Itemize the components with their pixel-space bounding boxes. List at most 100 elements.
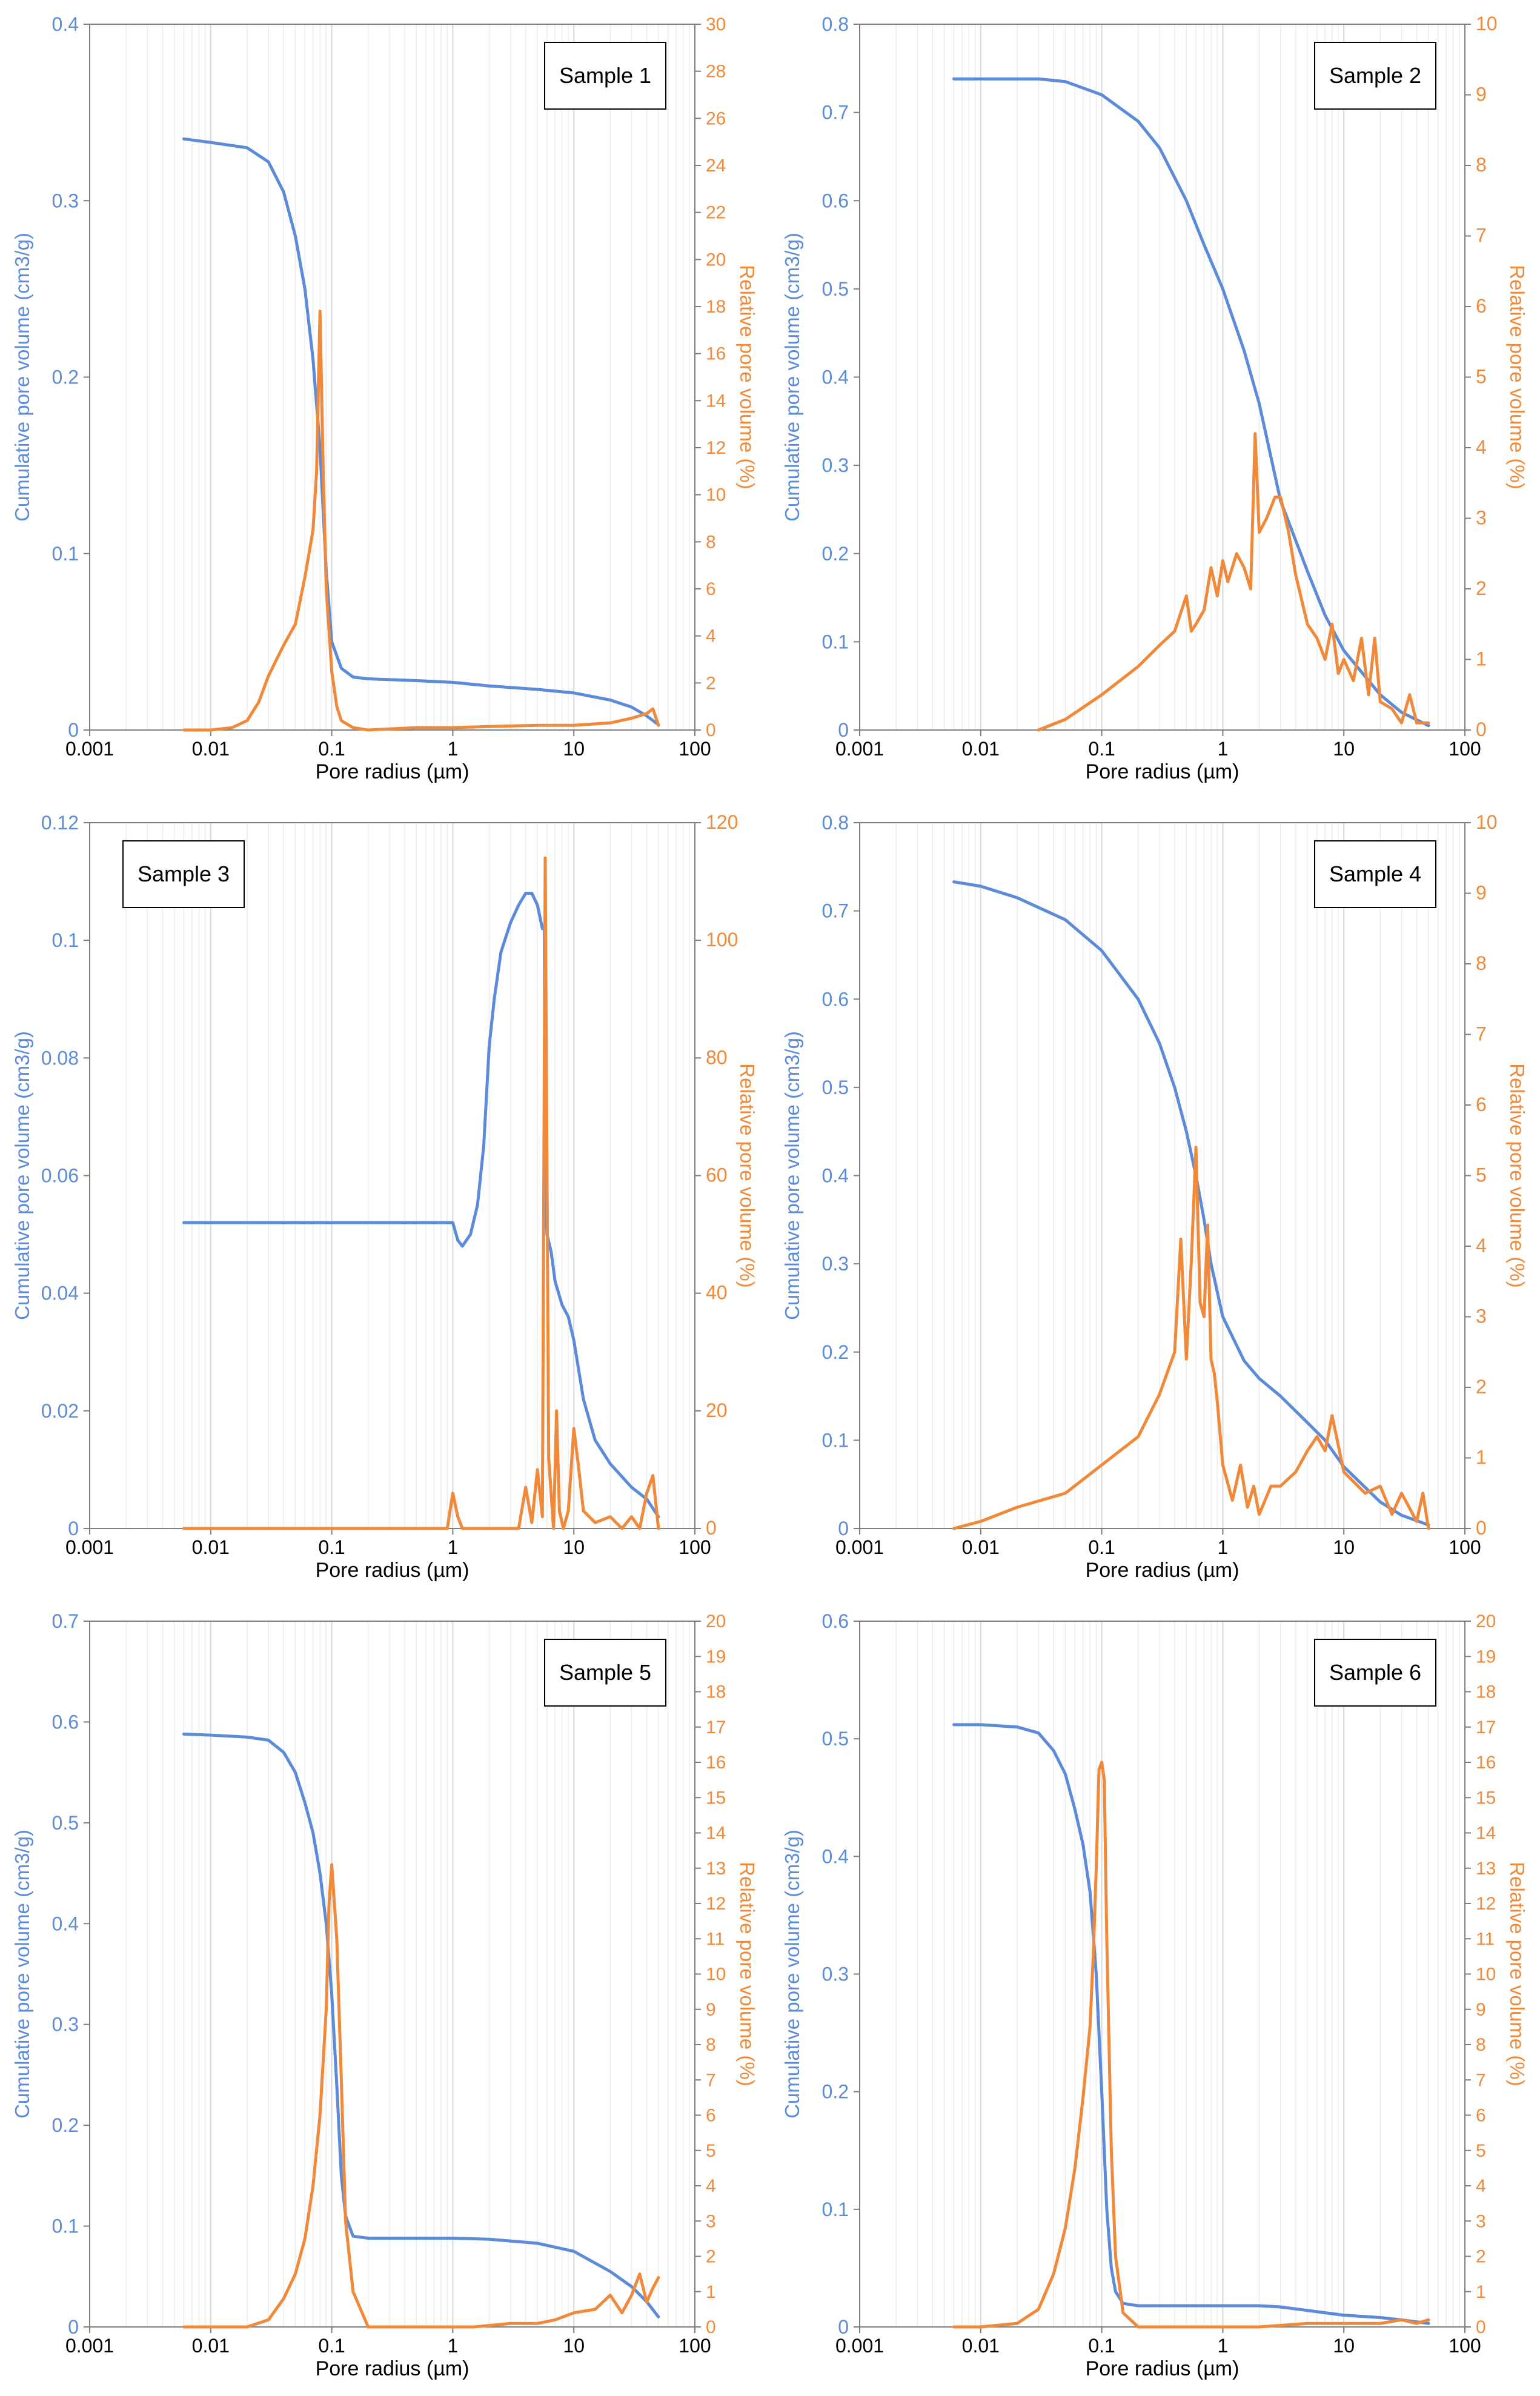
chart-sample-1: 0.001 0.01 0.1 1 10 10000.10.20.30.4024681012… [11,13,758,783]
y-tick-label: 0 [838,1518,849,1539]
y2-tick-label: 80 [706,1046,728,1068]
x-tick-label: 0.01 [962,1536,1000,1558]
y-tick-label: 0.2 [822,543,849,565]
y-tick-label: 0.4 [52,1913,79,1934]
y-tick-label: 0 [838,2316,849,2338]
x-tick-label: 10 [1333,1536,1355,1558]
y2-tick-label: 0 [1476,1517,1487,1539]
y2-tick-label: 26 [706,108,726,128]
y2-tick-label: 4 [706,626,716,646]
plot-area [860,1621,1465,2327]
x-tick-label: 0.1 [1088,738,1115,760]
x-tick-label: 10 [563,1536,585,1558]
relative-pore-volume-line [182,1863,660,2329]
y-tick-label: 0.12 [41,812,79,834]
y-tick-label: 0.4 [52,13,79,35]
y2-tick-label: 1 [1476,648,1487,670]
y-tick-label: 0.3 [52,2014,79,2036]
y2-tick-label: 2 [1476,577,1487,599]
y2-tick-label: 17 [1476,1717,1496,1737]
y-tick-label: 0.3 [52,190,79,211]
chart-sample-3: 0.001 0.01 0.1 1 10 10000.020.040.060.080.10.… [11,811,758,1582]
y-tick-label: 0.3 [822,1963,849,1985]
y2-tick-label: 18 [706,1682,726,1702]
y-tick-label: 0.1 [52,929,79,951]
y2-tick-label: 22 [706,203,726,223]
y2-axis-label: Relative pore volume (%) [736,1862,758,2086]
y2-tick-label: 4 [706,2176,716,2196]
cumulative-pore-volume-line [952,77,1430,728]
y-tick-label: 0.2 [822,2081,849,2103]
relative-pore-volume-line [952,1760,1430,2329]
y-tick-label: 0.2 [822,1341,849,1363]
y2-tick-label: 8 [1476,2035,1486,2055]
chart-panel-sample-2: 0.001 0.01 0.1 1 10 100 0 0.1 0.2 0.3 0.4 0.5 0.6 0.7… [770,0,1540,798]
y2-tick-label: 4 [1476,436,1487,458]
plot-frame [859,822,1465,1529]
y2-tick-label: 10 [1476,1965,1496,1985]
y2-tick-label: 0 [706,1517,717,1539]
x-tick-label: 1 [448,2335,459,2357]
y-tick-label: 0.8 [822,812,849,834]
cumulative-pore-volume-line [182,1732,660,2318]
y-axis-label: Cumulative pore volume (cm3/g) [11,1830,33,2119]
y-tick-label: 0 [838,719,849,741]
sample-label: Sample 1 [559,63,651,88]
y2-tick-label: 1 [1476,1447,1487,1468]
plot-frame [859,24,1465,731]
y2-tick-label: 20 [706,1611,726,1631]
plot-area [860,823,1465,1528]
cumulative-pore-volume-line [182,137,660,726]
y2-tick-label: 120 [706,811,738,833]
y2-tick-label: 8 [1476,154,1487,176]
y2-tick-label: 13 [706,1859,726,1879]
x-tick-label: 0.1 [318,1536,345,1558]
y2-tick-label: 3 [1476,2211,1486,2231]
x-tick-label: 0.001 [835,1536,884,1558]
x-tick-label: 0.01 [192,738,230,760]
y-tick-label: 0.1 [52,543,79,565]
sample-label-box [544,1639,666,1707]
x-tick-label: 100 [1449,1536,1481,1558]
y2-tick-label: 3 [1476,507,1487,529]
y2-tick-label: 12 [706,438,726,458]
relative-pore-volume-line [1037,432,1430,732]
y-tick-label: 0.5 [822,1728,849,1750]
y2-tick-label: 9 [706,2000,716,2020]
y-tick-label: 0.4 [822,367,849,388]
x-tick-label: 0.1 [1088,1536,1115,1558]
y2-tick-label: 0 [706,2317,716,2337]
y2-tick-label: 11 [706,1929,725,1949]
y2-tick-label: 6 [1476,2106,1486,2126]
y2-tick-label: 13 [1476,1859,1496,1879]
cumulative-pore-volume-line [182,892,660,1519]
y2-tick-label: 6 [706,579,716,599]
x-tick-label: 0.001 [835,738,884,760]
plot-area [90,24,695,730]
y2-tick-label: 19 [1476,1647,1496,1667]
sample-label: Sample 6 [1329,1660,1421,1685]
y2-tick-label: 20 [706,250,726,270]
y2-tick-label: 14 [706,391,726,411]
y2-tick-label: 5 [706,2141,716,2161]
x-tick-label: 1 [1218,2335,1229,2357]
y2-tick-label: 11 [1476,1929,1495,1949]
relative-pore-volume-line [952,1146,1430,1530]
y2-tick-label: 6 [1476,1093,1487,1115]
y2-tick-label: 6 [706,2106,716,2126]
x-tick-label: 10 [1333,738,1355,760]
y2-tick-label: 19 [706,1647,726,1667]
y2-tick-label: 7 [706,2070,716,2090]
y-axis-label: Cumulative pore volume (cm3/g) [11,1031,33,1320]
x-tick-label: 1 [448,738,459,760]
y2-tick-label: 16 [706,344,726,364]
y2-tick-label: 28 [706,62,726,82]
x-tick-label: 1 [1218,738,1229,760]
y-tick-label: 0.1 [822,631,849,652]
x-tick-label: 0.001 [65,738,114,760]
y2-tick-label: 2 [706,2247,716,2267]
y-tick-label: 0.08 [41,1047,79,1069]
x-axis-label: Pore radius (µm) [316,2357,470,2380]
y2-tick-label: 9 [1476,84,1487,105]
